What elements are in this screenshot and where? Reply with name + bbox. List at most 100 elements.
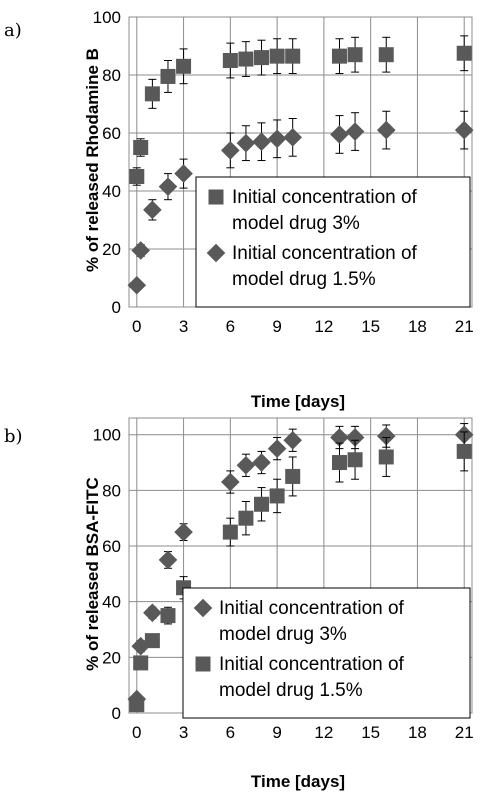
data-point-square xyxy=(176,58,192,74)
data-point-square xyxy=(347,47,363,63)
data-point-square xyxy=(222,53,238,68)
x-tick-label: 21 xyxy=(455,723,474,742)
x-tick-label: 12 xyxy=(314,317,333,336)
y-axis-title-b: % of released BSA-FITC xyxy=(83,477,102,671)
data-point-diamond xyxy=(158,550,178,570)
legend-entry-text: Initial concentration of xyxy=(219,598,405,619)
data-point-square xyxy=(254,496,270,512)
data-point-diamond xyxy=(236,456,256,475)
y-axis-title-a: % of released Rhodamine B xyxy=(83,48,102,272)
x-tick-label: 0 xyxy=(132,317,141,336)
legend-entry-text: model drug 3% xyxy=(232,213,360,234)
data-point-square xyxy=(222,524,238,540)
data-point-square xyxy=(456,45,472,61)
data-point-diamond xyxy=(158,177,178,196)
data-point-square xyxy=(144,86,160,102)
x-tick-label: 3 xyxy=(179,317,188,336)
data-point-square xyxy=(254,50,270,66)
data-point-square xyxy=(129,169,145,184)
data-point-diamond xyxy=(236,133,256,153)
chart-panel-a: a) % of released Rhodamine B Time [days]… xyxy=(4,8,474,411)
series-square xyxy=(129,431,472,713)
data-point-square xyxy=(378,47,394,63)
legend-entry-text: model drug 1.5% xyxy=(232,269,376,290)
data-point-square xyxy=(269,48,285,64)
x-tick-label: 9 xyxy=(272,723,281,742)
data-point-square xyxy=(285,48,301,64)
series-square xyxy=(129,35,472,186)
data-point-diamond xyxy=(376,426,396,446)
data-point-square xyxy=(269,488,285,504)
data-point-square xyxy=(331,455,347,471)
x-tick-label: 6 xyxy=(226,317,235,336)
data-point-diamond xyxy=(283,430,303,450)
panel-label-b: b) xyxy=(4,426,23,447)
y-tick-label: 20 xyxy=(102,240,121,259)
data-point-diamond xyxy=(283,128,303,147)
panel-label-a: a) xyxy=(4,20,22,41)
x-tick-label: 21 xyxy=(455,317,474,336)
data-point-diamond xyxy=(127,275,147,295)
data-point-diamond xyxy=(376,120,396,140)
data-point-square xyxy=(347,452,363,468)
legend-entry-text: model drug 1.5% xyxy=(219,680,363,701)
x-axis-title-a: Time [days] xyxy=(251,392,345,411)
x-tick-label: 18 xyxy=(408,317,427,336)
y-tick-label: 80 xyxy=(102,66,121,85)
data-point-diamond xyxy=(252,453,271,472)
series-diamond xyxy=(127,110,474,295)
data-point-diamond xyxy=(131,241,150,260)
legend-marker-square xyxy=(208,189,224,205)
y-tick-label: 0 xyxy=(112,704,121,723)
data-point-diamond xyxy=(330,125,349,144)
data-point-square xyxy=(160,68,176,84)
data-point-square xyxy=(331,48,347,64)
legend: Initial concentration of model drug 3% Ini… xyxy=(195,176,471,308)
y-tick-label: 100 xyxy=(93,426,121,445)
legend-box xyxy=(182,587,471,719)
data-point-diamond xyxy=(174,164,193,183)
legend-entry-text: model drug 3% xyxy=(219,624,347,645)
data-point-diamond xyxy=(454,120,474,140)
x-tick-label: 15 xyxy=(361,317,380,336)
chart-panel-b: b) % of released BSA-FITC Time [days] 0 2… xyxy=(4,417,474,791)
data-point-diamond xyxy=(330,428,349,447)
y-tick-label: 0 xyxy=(112,298,121,317)
x-tick-label: 9 xyxy=(272,317,281,336)
series-diamond xyxy=(127,423,474,709)
legend-marker-square xyxy=(195,656,211,672)
x-tick-label: 0 xyxy=(132,723,141,742)
data-point-square xyxy=(238,510,254,526)
legend-box xyxy=(195,176,471,308)
x-tick-label: 12 xyxy=(314,723,333,742)
legend-entry-text: Initial concentration of xyxy=(219,654,405,675)
data-point-square xyxy=(456,443,472,459)
legend-marker-diamond xyxy=(193,598,213,618)
data-point-diamond xyxy=(143,603,162,623)
legend-entry-text: Initial concentration of xyxy=(232,187,418,208)
data-point-square xyxy=(378,449,394,465)
legend: Initial concentration of model drug 3% Ini… xyxy=(182,587,471,719)
data-point-diamond xyxy=(174,522,193,542)
data-point-diamond xyxy=(345,122,365,141)
legend-marker-diamond xyxy=(206,243,226,263)
y-tick-label: 80 xyxy=(102,481,121,500)
data-point-square xyxy=(238,51,254,67)
data-point-diamond xyxy=(221,141,240,160)
legend-entry-text: Initial concentration of xyxy=(232,243,418,264)
y-tick-label: 20 xyxy=(102,648,121,667)
data-point-diamond xyxy=(267,439,287,458)
data-point-diamond xyxy=(143,200,162,220)
data-point-square xyxy=(133,140,149,155)
data-point-square xyxy=(144,633,160,649)
x-tick-label: 6 xyxy=(226,723,235,742)
data-point-diamond xyxy=(221,472,240,492)
data-point-square xyxy=(129,697,145,713)
y-tick-label: 60 xyxy=(102,124,121,143)
data-point-square xyxy=(160,608,176,624)
data-point-square xyxy=(285,468,301,484)
y-tick-label: 40 xyxy=(102,182,121,201)
x-tick-label: 3 xyxy=(179,723,188,742)
x-tick-label: 15 xyxy=(361,723,380,742)
